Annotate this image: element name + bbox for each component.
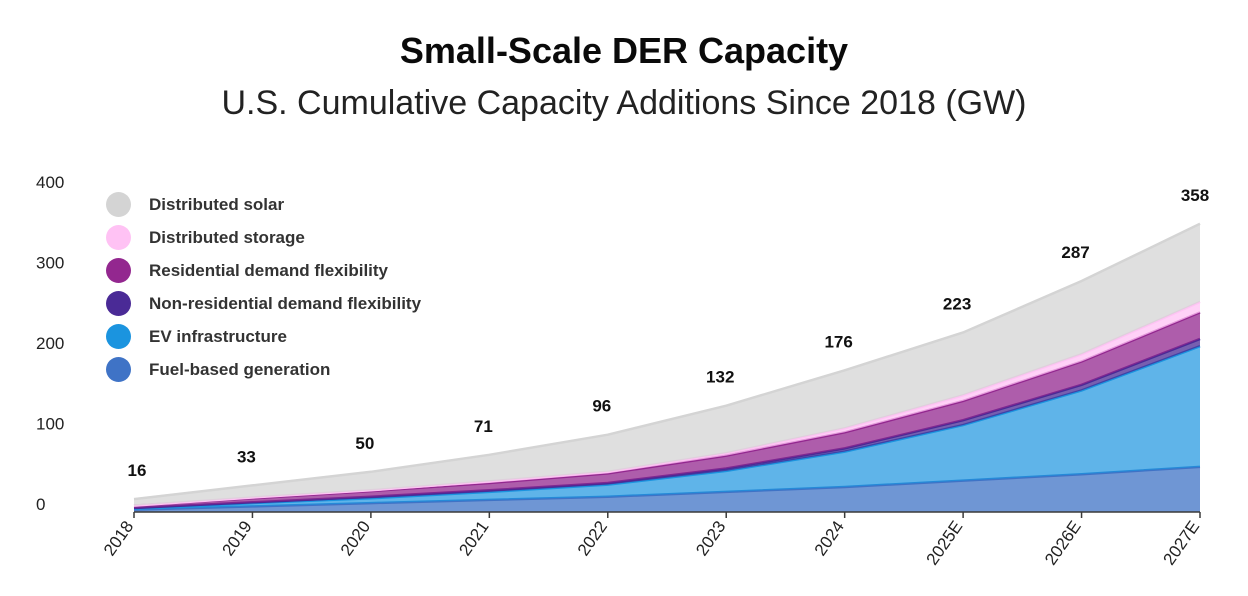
data-label-total: 358 [1181, 186, 1209, 205]
data-label-total: 16 [128, 461, 147, 480]
area-distributed-solar [134, 223, 1200, 506]
x-tick-label: 2022 [574, 517, 611, 559]
x-tick-label: 2018 [100, 517, 137, 559]
x-tick-label: 2025E [923, 517, 967, 568]
legend-label: Non-residential demand flexibility [149, 293, 422, 313]
data-label-total: 287 [1061, 243, 1089, 262]
line-distributed-solar [133, 222, 1201, 501]
data-label-total: 71 [474, 417, 493, 436]
y-tick-label: 400 [36, 173, 64, 192]
legend-swatch [106, 357, 131, 382]
legend-item-fuel-based-generation: Fuel-based generation [106, 353, 421, 386]
legend-item-distributed-solar: Distributed solar [106, 188, 421, 221]
data-label-total: 223 [943, 294, 971, 313]
chart-title: Small-Scale DER Capacity [399, 30, 849, 71]
x-tick-label: 2021 [455, 517, 492, 559]
chart-subtitle: U.S. Cumulative Capacity Additions Since… [221, 84, 1027, 122]
x-tick-label: 2027E [1160, 517, 1204, 568]
y-tick-label: 300 [36, 254, 64, 273]
legend-swatch [106, 324, 131, 349]
legend-swatch [106, 258, 131, 283]
legend-label: Distributed storage [149, 227, 305, 247]
area-fuel-based-generation [134, 466, 1200, 512]
x-tick-label: 2026E [1041, 517, 1085, 568]
legend-label: Residential demand flexibility [149, 260, 389, 280]
y-tick-label: 0 [36, 495, 45, 514]
legend-swatch [106, 225, 131, 250]
area-residential-demand-flexibility [134, 312, 1200, 508]
legend-label: Fuel-based generation [149, 359, 331, 379]
x-tick-label: 2019 [218, 517, 255, 559]
legend-label: Distributed solar [149, 194, 285, 214]
y-tick-label: 100 [36, 415, 64, 434]
legend-item-ev-infrastructure: EV infrastructure [106, 320, 421, 353]
legend-item-non-residential-demand-flexibility: Non-residential demand flexibility [106, 287, 421, 320]
legend-item-residential-demand-flexibility: Residential demand flexibility [106, 254, 421, 287]
data-label-total: 50 [355, 434, 374, 453]
legend: Distributed solar Distributed storage Resi… [106, 188, 421, 386]
x-tick-label: 2020 [337, 517, 374, 559]
legend-item-distributed-storage: Distributed storage [106, 221, 421, 254]
y-tick-label: 200 [36, 334, 64, 353]
data-label-total: 33 [237, 447, 256, 466]
legend-swatch [106, 192, 131, 217]
data-label-total: 96 [592, 397, 611, 416]
x-tick-label: 2024 [811, 517, 848, 559]
area-ev-infrastructure [134, 346, 1200, 510]
data-label-total: 132 [706, 368, 734, 387]
data-label-total: 176 [824, 332, 852, 351]
x-tick-label: 2023 [692, 517, 729, 559]
legend-label: EV infrastructure [149, 326, 287, 346]
legend-swatch [106, 291, 131, 316]
